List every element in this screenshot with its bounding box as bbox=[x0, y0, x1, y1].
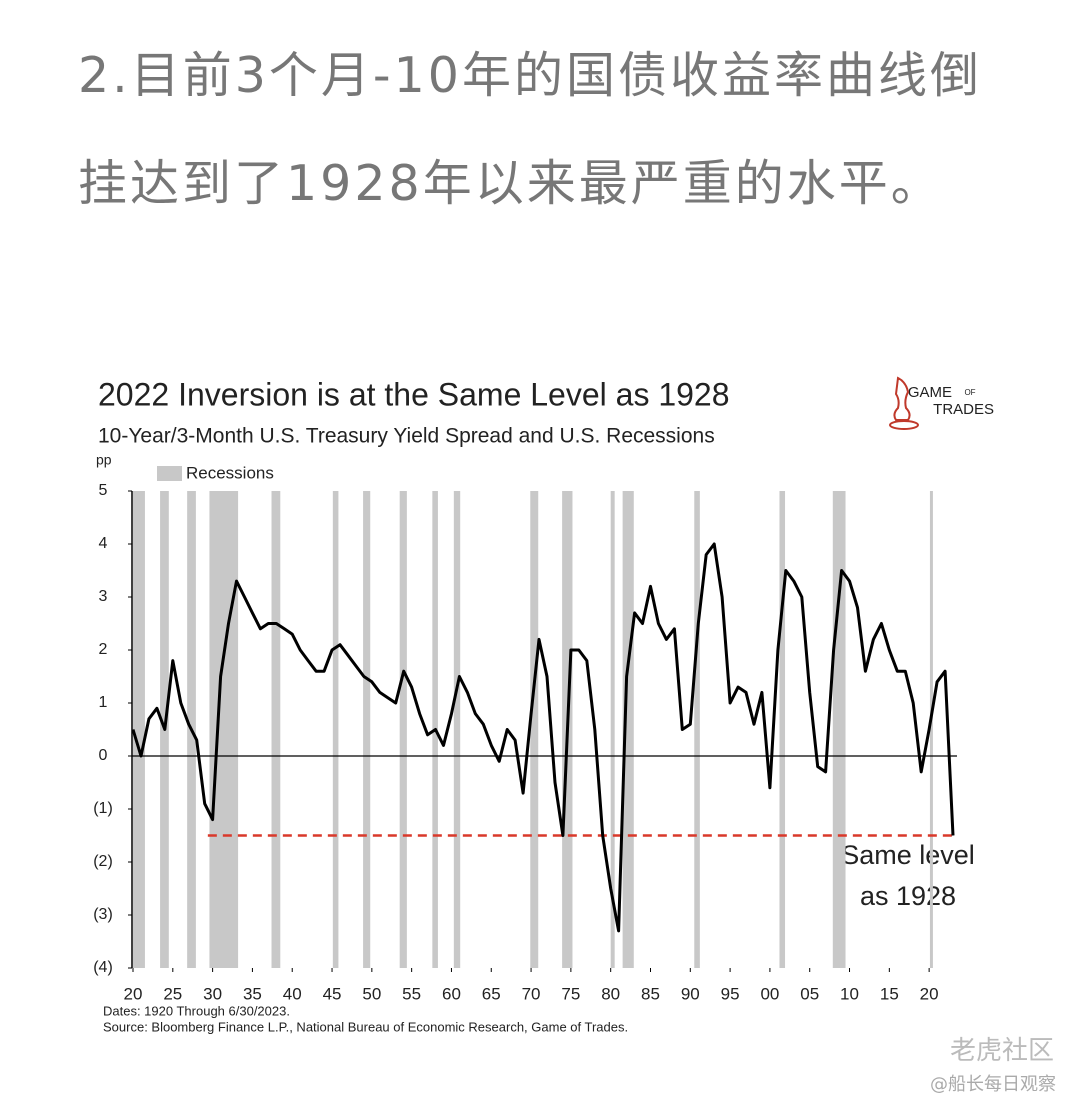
x-tick-label: 65 bbox=[482, 984, 501, 1003]
x-tick-label: 80 bbox=[601, 984, 620, 1003]
x-tick-label: 20 bbox=[124, 984, 143, 1003]
x-tick-label: 05 bbox=[800, 984, 819, 1003]
x-tick-label: 25 bbox=[163, 984, 182, 1003]
x-tick-label: 95 bbox=[721, 984, 740, 1003]
recession-band bbox=[610, 491, 615, 968]
legend-label: Recessions bbox=[186, 463, 274, 482]
y-tick-label: 4 bbox=[99, 535, 108, 552]
note: Source: Bloomberg Finance L.P., National… bbox=[103, 1019, 628, 1034]
x-tick-label: 30 bbox=[203, 984, 222, 1003]
logo-icon bbox=[889, 376, 919, 430]
recession-band bbox=[832, 491, 846, 968]
annotation: as 1928 bbox=[860, 881, 956, 911]
post-heading: 2.目前3个月-10年的国债收益率曲线倒挂达到了1928年以来最严重的水平。 bbox=[78, 47, 982, 212]
y-tick-label: 1 bbox=[99, 694, 108, 711]
logo-text: GAME bbox=[908, 384, 952, 401]
chart-subtitle: 10-Year/3-Month U.S. Treasury Yield Spre… bbox=[98, 425, 715, 448]
watermark: 老虎社区 bbox=[950, 1036, 1055, 1066]
y-tick-label: 0 bbox=[99, 747, 108, 764]
note: Dates: 1920 Through 6/30/2023. bbox=[103, 1003, 290, 1018]
recession-band bbox=[271, 491, 281, 968]
y-tick-label: 5 bbox=[99, 482, 108, 499]
y-tick-label: (2) bbox=[93, 853, 113, 870]
y-tick-label: (4) bbox=[93, 959, 113, 976]
x-tick-label: 70 bbox=[522, 984, 541, 1003]
recession-band bbox=[622, 491, 634, 968]
x-tick-label: 55 bbox=[402, 984, 421, 1003]
x-tick-label: 00 bbox=[760, 984, 779, 1003]
y-tick-label: (1) bbox=[93, 800, 113, 817]
data-line bbox=[131, 542, 955, 933]
x-tick-label: 60 bbox=[442, 984, 461, 1003]
x-tick-label: 90 bbox=[681, 984, 700, 1003]
x-tick-label: 50 bbox=[362, 984, 381, 1003]
recession-band bbox=[399, 491, 407, 968]
x-tick-label: 40 bbox=[283, 984, 302, 1003]
y-tick-label: 3 bbox=[99, 588, 108, 605]
annotation: Same level bbox=[841, 840, 975, 870]
recession-band bbox=[779, 491, 786, 968]
x-tick-label: 75 bbox=[561, 984, 580, 1003]
x-tick-label: 15 bbox=[880, 984, 899, 1003]
legend-swatch bbox=[157, 466, 182, 481]
x-tick-label: 85 bbox=[641, 984, 660, 1003]
recession-band bbox=[929, 491, 933, 968]
chart-title: 2022 Inversion is at the Same Level as 1… bbox=[98, 376, 730, 412]
recession-band bbox=[694, 491, 700, 968]
y-axis-label: pp bbox=[96, 452, 112, 468]
y-tick-label: 2 bbox=[99, 641, 108, 658]
recession-band bbox=[363, 491, 371, 968]
logo-text: TRADES bbox=[933, 401, 994, 418]
recession-band bbox=[133, 491, 145, 968]
logo-text: OF bbox=[964, 388, 975, 397]
x-tick-label: 45 bbox=[323, 984, 342, 1003]
x-tick-label: 10 bbox=[840, 984, 859, 1003]
x-tick-label: 20 bbox=[920, 984, 939, 1003]
y-tick-label: (3) bbox=[93, 906, 113, 923]
recession-band bbox=[530, 491, 539, 968]
x-tick-label: 35 bbox=[243, 984, 262, 1003]
recession-band bbox=[453, 491, 461, 968]
recession-band bbox=[332, 491, 339, 968]
watermark: @船长每日观察 bbox=[930, 1074, 1056, 1095]
recession-band bbox=[209, 491, 239, 968]
